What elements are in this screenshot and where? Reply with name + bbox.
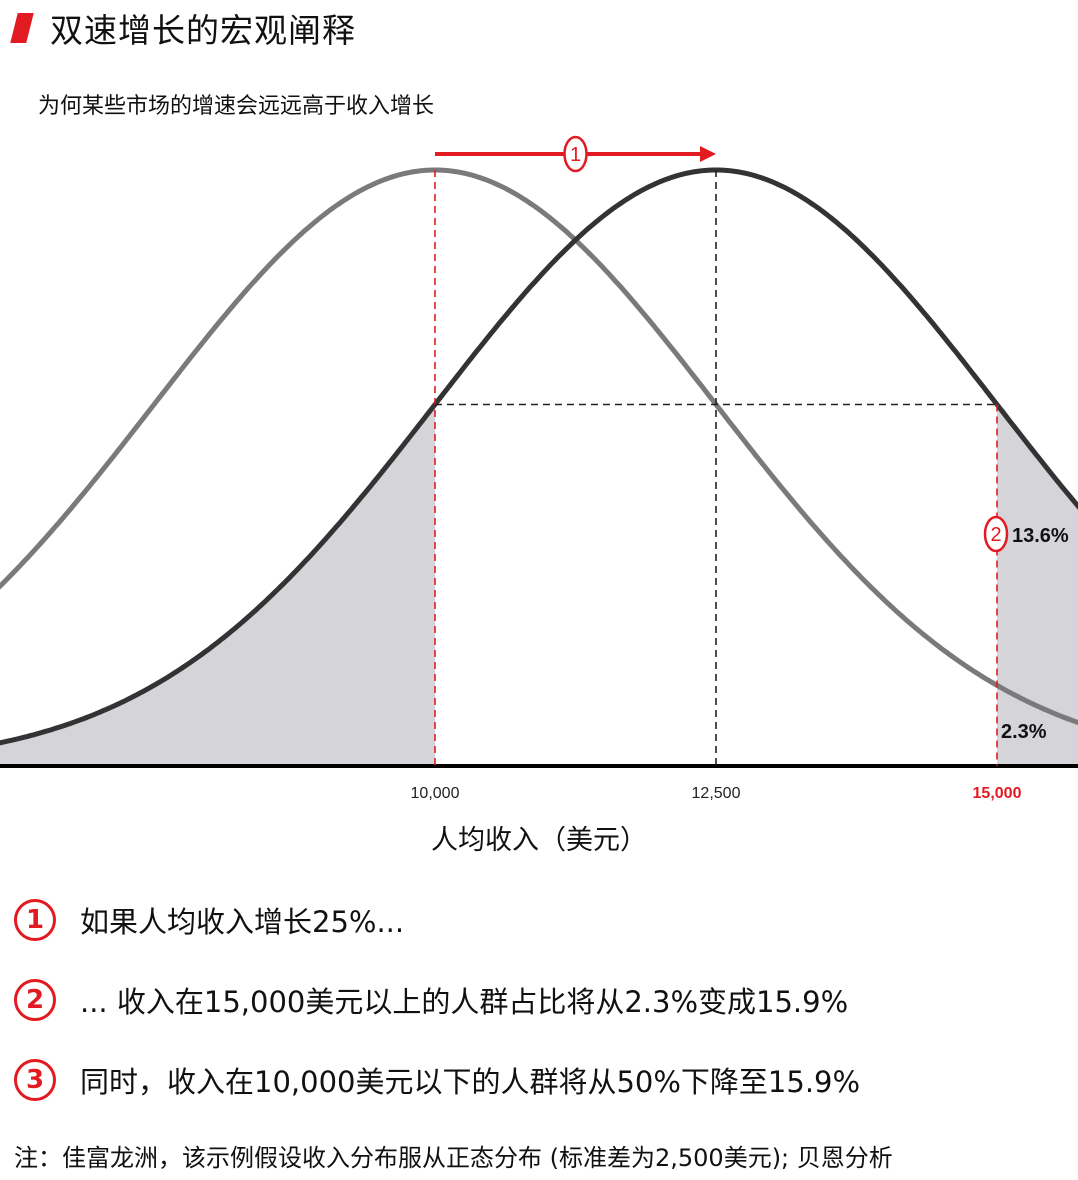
note-text: 如果人均收入增长25%... bbox=[80, 905, 405, 939]
x-tick-label: 15,000 bbox=[973, 785, 1022, 802]
title-accent-mark bbox=[10, 13, 34, 43]
annotation-marker-circle bbox=[983, 515, 1009, 553]
page-title: 双速增长的宏观阐释 bbox=[50, 11, 356, 50]
shaded-area bbox=[997, 404, 1078, 766]
x-tick-label: 12,500 bbox=[692, 785, 741, 802]
note-text: ... 收入在15,000美元以上的人群占比将从2.3%变成15.9% bbox=[80, 985, 849, 1019]
footnote: 注：佳富龙洲，该示例假设收入分布服从正态分布 (标准差为2,500美元); 贝恩… bbox=[14, 1144, 893, 1172]
note-number-badge: 2 bbox=[14, 979, 56, 1021]
note-number-badge: 3 bbox=[14, 1059, 56, 1101]
note-number-badge: 1 bbox=[14, 899, 56, 941]
distribution-curve-2 bbox=[0, 167, 1078, 746]
x-tick-label: 10,000 bbox=[411, 785, 460, 802]
shift-arrow-head bbox=[700, 146, 716, 162]
notes-list: 1 如果人均收入增长25%... 2 ... 收入在15,000美元以上的人群占… bbox=[14, 880, 1074, 1120]
annotation-label-13-6: 13.6% bbox=[1012, 525, 1069, 547]
title-bar: 双速增长的宏观阐释 bbox=[8, 6, 356, 50]
shaded-area bbox=[0, 404, 435, 766]
annotation-label-2-3: 2.3% bbox=[1001, 721, 1047, 743]
income-distribution-chart: $5,00010,00012,50015,00017,5001213.6%315… bbox=[0, 135, 1078, 802]
annotation-marker-number: 1 bbox=[570, 144, 581, 166]
chart-subtitle: 为何某些市场的增速会远远高于收入增长 bbox=[38, 94, 435, 119]
annotation-marker-number: 2 bbox=[990, 524, 1001, 546]
note-item: 1 如果人均收入增长25%... bbox=[14, 880, 1074, 960]
annotation-marker-circle bbox=[563, 135, 588, 173]
note-item: 2 ... 收入在15,000美元以上的人群占比将从2.3%变成15.9% bbox=[14, 960, 1074, 1040]
note-text: 同时，收入在10,000美元以下的人群将从50%下降至15.9% bbox=[80, 1065, 861, 1099]
distribution-curve-1 bbox=[0, 167, 1078, 726]
x-axis-label: 人均收入（美元） bbox=[431, 825, 647, 856]
note-item: 3 同时，收入在10,000美元以下的人群将从50%下降至15.9% bbox=[14, 1040, 1074, 1120]
